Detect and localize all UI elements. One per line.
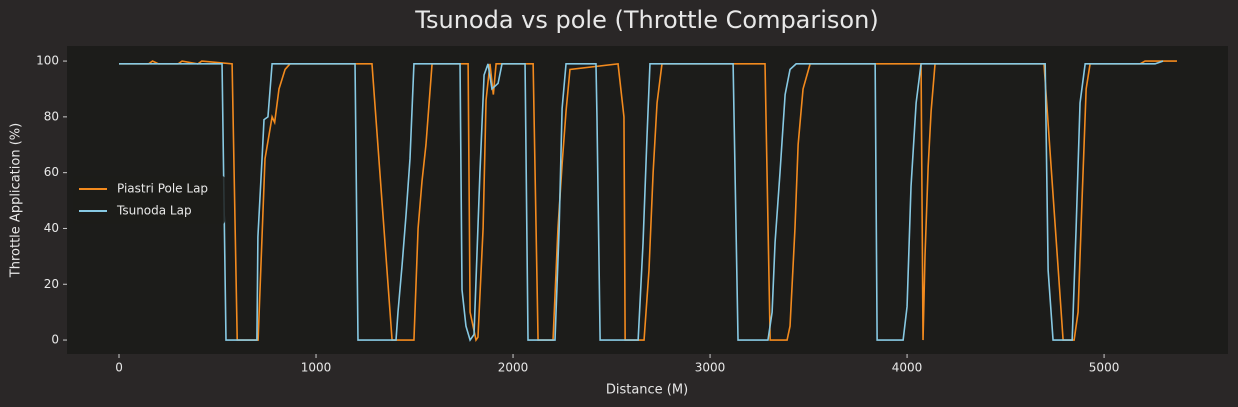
- x-tick-label: 1000: [301, 361, 332, 375]
- y-tick-label: 80: [44, 109, 59, 123]
- x-tick-label: 0: [115, 361, 123, 375]
- x-axis-label: Distance (M): [606, 383, 688, 398]
- y-tick-label: 0: [51, 333, 59, 347]
- x-tick-label: 5000: [1089, 361, 1120, 375]
- y-axis-label: Throttle Application (%): [9, 123, 24, 278]
- legend-box: [73, 176, 225, 224]
- legend-label: Piastri Pole Lap: [117, 182, 208, 196]
- y-tick-label: 40: [44, 221, 59, 235]
- legend-label: Tsunoda Lap: [116, 204, 192, 218]
- x-tick-label: 2000: [498, 361, 529, 375]
- y-tick-label: 20: [44, 277, 59, 291]
- x-tick-label: 3000: [695, 361, 726, 375]
- x-tick-label: 4000: [892, 361, 923, 375]
- y-tick-label: 100: [36, 54, 59, 68]
- chart-title: Tsunoda vs pole (Throttle Comparison): [414, 6, 878, 34]
- line-series: [119, 60, 1164, 342]
- y-tick-label: 60: [44, 165, 59, 179]
